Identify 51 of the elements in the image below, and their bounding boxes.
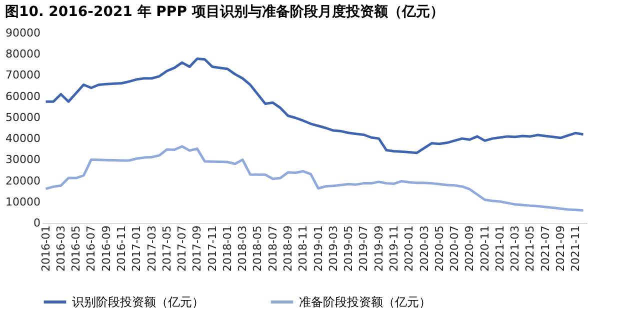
y-tick-label: 60000 — [6, 90, 40, 103]
x-tick-label: 2017-01 — [130, 226, 144, 272]
x-tick-label: 2021-07 — [538, 226, 552, 272]
y-tick-label: 80000 — [6, 48, 40, 61]
x-tick-label: 2016-05 — [70, 226, 83, 272]
x-tick-label: 2019-09 — [372, 226, 386, 272]
y-tick-label: 10000 — [6, 195, 40, 208]
x-tick-label: 2018-03 — [236, 226, 250, 272]
line-series — [44, 145, 584, 212]
y-tick-label: 40000 — [6, 132, 40, 146]
x-tick-label: 2021-01 — [493, 226, 506, 272]
x-tick-label: 2019-05 — [342, 226, 356, 272]
x-tick-label: 2020-09 — [463, 226, 476, 272]
x-tick-label: 2018-05 — [251, 226, 264, 272]
x-tick-label: 2020-03 — [418, 226, 431, 272]
legend-label: 识别阶段投资额（亿元） — [72, 295, 204, 309]
x-tick-label: 2019-01 — [312, 226, 325, 272]
x-tick-label: 2017-07 — [176, 226, 189, 272]
x-tick-label: 2016-11 — [114, 226, 128, 272]
x-tick-label: 2020-07 — [448, 226, 462, 272]
line-series — [44, 58, 584, 154]
x-tick-label: 2020-11 — [478, 226, 492, 272]
x-tick-label: 2019-11 — [387, 226, 400, 272]
x-tick-label: 2016-03 — [54, 226, 68, 272]
x-tick-label: 2017-05 — [160, 226, 174, 272]
legend-label: 准备阶段投资额（亿元） — [299, 295, 431, 309]
x-tick-label: 2018-11 — [296, 226, 310, 272]
x-tick-label: 2021-05 — [524, 226, 537, 272]
x-tick-label: 2020-05 — [432, 226, 446, 272]
x-tick-label: 2021-11 — [569, 226, 582, 272]
x-tick-label: 2020-01 — [402, 226, 416, 272]
y-tick-label: 0 — [34, 216, 40, 230]
y-tick-label: 90000 — [6, 26, 40, 40]
x-tick-label: 2016-07 — [84, 226, 98, 272]
x-tick-label: 2017-09 — [190, 226, 204, 272]
x-tick-label: 2019-07 — [357, 226, 370, 272]
x-tick-label: 2018-01 — [220, 226, 234, 272]
x-tick-label: 2017-11 — [206, 226, 219, 272]
x-tick-label: 2016-09 — [100, 226, 113, 272]
y-tick-label: 20000 — [6, 174, 40, 188]
y-tick-label: 30000 — [6, 153, 40, 166]
x-tick-label: 2021-09 — [554, 226, 568, 272]
x-tick-label: 2017-03 — [145, 226, 158, 272]
x-tick-label: 2016-01 — [39, 226, 52, 272]
y-tick-label: 50000 — [6, 110, 40, 124]
x-tick-label: 2021-03 — [508, 226, 522, 272]
x-tick-label: 2019-03 — [326, 226, 340, 272]
x-tick-label: 2018-07 — [266, 226, 280, 272]
x-tick-label: 2018-09 — [282, 226, 295, 272]
chart-title: 图10. 2016-2021 年 PPP 项目识别与准备阶段月度投资额（亿元） — [5, 3, 444, 20]
y-tick-label: 70000 — [6, 68, 40, 82]
